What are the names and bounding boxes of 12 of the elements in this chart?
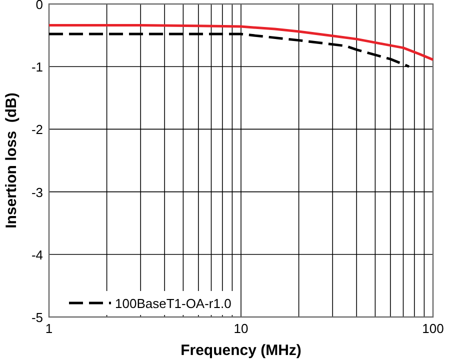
x-tick-label: 10 [234, 321, 248, 336]
y-tick-label: -2 [31, 122, 43, 138]
y-tick-label: -1 [31, 60, 43, 75]
legend-label: 100BaseT1-OA-r1.0 [115, 296, 232, 311]
y-tick-label: -3 [31, 184, 43, 200]
x-axis-title: Frequency (MHz) [180, 342, 302, 359]
y-tick-label: -4 [31, 247, 43, 262]
y-tick-label: 0 [36, 0, 43, 12]
x-tick-label: 1 [45, 321, 53, 336]
x-tick-label: 100 [422, 321, 444, 336]
y-axis-title: Insertion loss (dB) [3, 92, 20, 228]
y-tick-label: -5 [31, 310, 43, 325]
